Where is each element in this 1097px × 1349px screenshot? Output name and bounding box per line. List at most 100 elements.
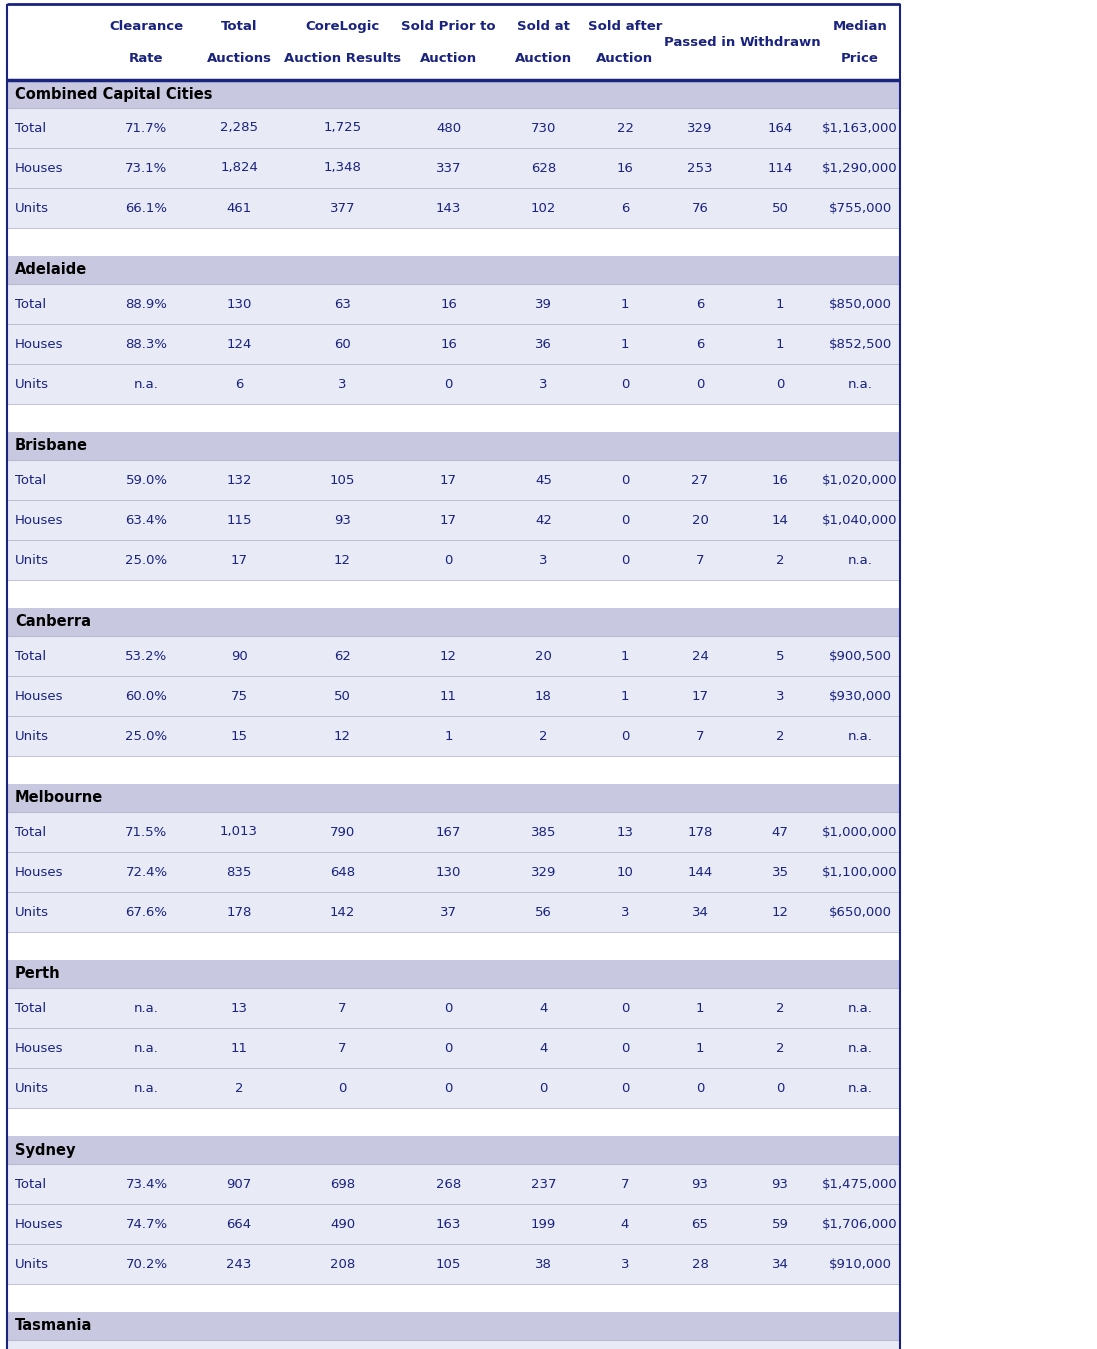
Text: Sydney: Sydney [15, 1143, 76, 1157]
Text: 115: 115 [226, 514, 251, 526]
Text: 93: 93 [691, 1178, 709, 1191]
Text: $1,020,000: $1,020,000 [822, 473, 897, 487]
Text: 2: 2 [776, 1001, 784, 1014]
Text: 698: 698 [330, 1178, 355, 1191]
Text: 17: 17 [230, 553, 248, 567]
Text: 132: 132 [226, 473, 251, 487]
Text: Houses: Houses [15, 162, 64, 174]
Text: 0: 0 [621, 473, 630, 487]
Text: n.a.: n.a. [848, 553, 872, 567]
Text: 56: 56 [535, 905, 552, 919]
Text: 20: 20 [535, 649, 552, 662]
Bar [7, 932, 900, 960]
Bar [7, 108, 900, 148]
Text: 2,285: 2,285 [220, 121, 258, 135]
Text: Perth: Perth [15, 966, 60, 982]
Text: Houses: Houses [15, 866, 64, 878]
Text: Median: Median [833, 20, 887, 34]
Text: 164: 164 [768, 121, 793, 135]
Text: 75: 75 [230, 689, 248, 703]
Text: 0: 0 [695, 1082, 704, 1094]
Text: 1: 1 [621, 689, 630, 703]
Text: Units: Units [15, 201, 49, 214]
Text: $930,000: $930,000 [828, 689, 892, 703]
Bar [7, 716, 900, 755]
Bar [7, 755, 900, 784]
Text: $852,500: $852,500 [828, 337, 892, 351]
Text: 178: 178 [226, 905, 251, 919]
Text: 0: 0 [621, 1041, 630, 1055]
Text: 1,824: 1,824 [220, 162, 258, 174]
Text: Melbourne: Melbourne [15, 791, 103, 805]
Text: Total: Total [15, 473, 46, 487]
Text: 0: 0 [695, 378, 704, 390]
Text: 124: 124 [226, 337, 251, 351]
Text: 208: 208 [330, 1257, 355, 1271]
Text: Total: Total [220, 20, 258, 34]
Text: Adelaide: Adelaide [15, 263, 88, 278]
Text: 62: 62 [335, 649, 351, 662]
Text: 6: 6 [621, 201, 630, 214]
Text: $1,475,000: $1,475,000 [822, 1178, 897, 1191]
Text: Total: Total [15, 121, 46, 135]
Text: Units: Units [15, 1257, 49, 1271]
Text: 16: 16 [440, 337, 457, 351]
Text: 3: 3 [338, 378, 347, 390]
Bar [7, 188, 900, 228]
Text: 66.1%: 66.1% [125, 201, 168, 214]
Text: Auction: Auction [597, 53, 654, 65]
Bar [7, 853, 900, 892]
Text: 1: 1 [695, 1041, 704, 1055]
Text: Total: Total [15, 1178, 46, 1191]
Text: $1,163,000: $1,163,000 [822, 121, 897, 135]
Text: 142: 142 [330, 905, 355, 919]
Text: 377: 377 [330, 201, 355, 214]
Text: Sold at: Sold at [517, 20, 570, 34]
Text: n.a.: n.a. [848, 1041, 872, 1055]
Text: 50: 50 [335, 689, 351, 703]
Text: 16: 16 [771, 473, 789, 487]
Text: 1: 1 [621, 649, 630, 662]
Text: 42: 42 [535, 514, 552, 526]
Text: n.a.: n.a. [848, 730, 872, 742]
Bar [7, 1164, 900, 1205]
Text: n.a.: n.a. [848, 1001, 872, 1014]
Text: Price: Price [841, 53, 879, 65]
Bar [7, 784, 900, 812]
Text: 664: 664 [226, 1218, 251, 1230]
Text: Auction: Auction [514, 53, 572, 65]
Text: 648: 648 [330, 866, 355, 878]
Text: 178: 178 [688, 826, 713, 839]
Text: 0: 0 [444, 1041, 453, 1055]
Text: 7: 7 [338, 1041, 347, 1055]
Text: 93: 93 [335, 514, 351, 526]
Text: Tasmania: Tasmania [15, 1318, 92, 1334]
Bar [7, 80, 900, 108]
Text: 4: 4 [540, 1001, 547, 1014]
Text: n.a.: n.a. [134, 378, 159, 390]
Bar [7, 460, 900, 500]
Text: 39: 39 [535, 298, 552, 310]
Text: 105: 105 [330, 473, 355, 487]
Text: 35: 35 [771, 866, 789, 878]
Text: 337: 337 [436, 162, 461, 174]
Text: 28: 28 [691, 1257, 709, 1271]
Text: 1: 1 [776, 298, 784, 310]
Text: 25.0%: 25.0% [125, 730, 168, 742]
Text: 0: 0 [621, 378, 630, 390]
Text: 70.2%: 70.2% [125, 1257, 168, 1271]
Text: 3: 3 [776, 689, 784, 703]
Text: 18: 18 [535, 689, 552, 703]
Text: 167: 167 [436, 826, 461, 839]
Bar [7, 1244, 900, 1284]
Text: 0: 0 [776, 378, 784, 390]
Text: 7: 7 [338, 1001, 347, 1014]
Text: 0: 0 [444, 378, 453, 390]
Text: CoreLogic: CoreLogic [305, 20, 380, 34]
Text: 17: 17 [691, 689, 709, 703]
Text: 0: 0 [444, 1001, 453, 1014]
Text: 59: 59 [771, 1218, 789, 1230]
Text: $1,706,000: $1,706,000 [822, 1218, 897, 1230]
Text: 237: 237 [531, 1178, 556, 1191]
Text: 17: 17 [440, 473, 457, 487]
